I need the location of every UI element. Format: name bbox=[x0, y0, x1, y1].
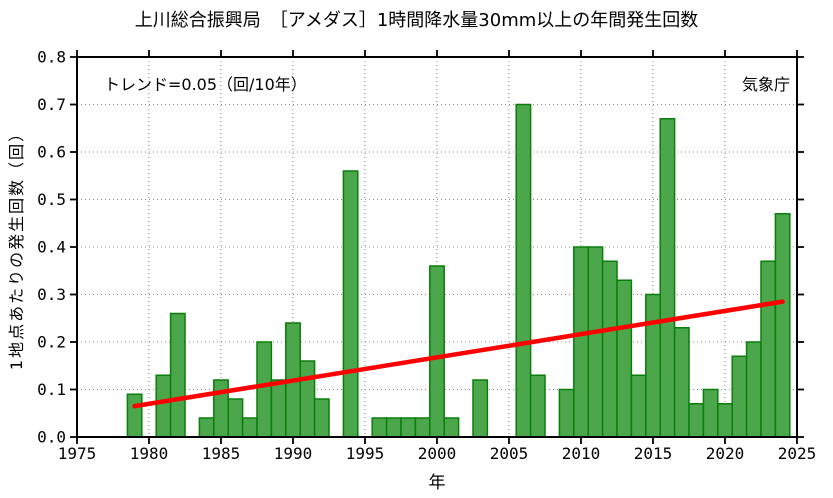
x-tick-label: 2010 bbox=[562, 444, 601, 463]
bar-2016 bbox=[659, 118, 676, 438]
x-tick-label: 2000 bbox=[418, 444, 457, 463]
bar-2007 bbox=[529, 374, 546, 438]
bar-2003 bbox=[472, 379, 489, 438]
bar-2013 bbox=[616, 279, 633, 438]
y-tick-label: 0.0 bbox=[37, 428, 66, 447]
bar-1985 bbox=[213, 379, 229, 438]
bar-1982 bbox=[169, 312, 186, 438]
bar-1997 bbox=[385, 417, 402, 438]
bar-1999 bbox=[414, 417, 431, 438]
y-tick-label: 0.5 bbox=[37, 190, 66, 209]
bar-2001 bbox=[443, 417, 460, 438]
trend-annotation: トレンド=0.05（回/10年） bbox=[104, 75, 307, 94]
bar-1991 bbox=[299, 360, 316, 438]
x-axis-title: 年 bbox=[428, 473, 446, 493]
bar-2012 bbox=[601, 260, 618, 438]
y-tick-label: 0.3 bbox=[37, 285, 66, 304]
bar-1998 bbox=[400, 417, 417, 438]
bar-1996 bbox=[371, 417, 388, 438]
y-tick-label: 0.8 bbox=[37, 48, 66, 67]
bar-1986 bbox=[227, 398, 244, 438]
x-tick-label: 2020 bbox=[706, 444, 745, 463]
trend-line bbox=[132, 299, 785, 409]
bar-2022 bbox=[745, 341, 762, 438]
bar-2020 bbox=[717, 403, 733, 438]
y-tick-label: 0.6 bbox=[37, 143, 66, 162]
x-tick-label: 2015 bbox=[634, 444, 673, 463]
bar-2014 bbox=[630, 374, 647, 438]
x-tick-label: 1985 bbox=[202, 444, 241, 463]
bar-2019 bbox=[702, 388, 719, 438]
y-tick-label: 0.4 bbox=[37, 238, 66, 257]
bar-1987 bbox=[241, 417, 258, 438]
bar-2021 bbox=[731, 355, 748, 438]
bar-1994 bbox=[342, 170, 359, 438]
y-tick-label: 0.1 bbox=[37, 380, 66, 399]
chart-title: 上川総合振興局 ［アメダス］1時間降水量30mm以上の年間発生回数 bbox=[134, 10, 699, 31]
x-tick-label: 1995 bbox=[346, 444, 385, 463]
bar-1981 bbox=[155, 374, 172, 438]
bar-2018 bbox=[688, 403, 705, 438]
bar-1992 bbox=[313, 398, 330, 438]
bar-2023 bbox=[760, 260, 777, 438]
x-tick-label: 2005 bbox=[490, 444, 529, 463]
bar-2009 bbox=[558, 388, 575, 438]
bar-1984 bbox=[198, 417, 215, 438]
x-tick-label: 1980 bbox=[130, 444, 169, 463]
bar-2010 bbox=[573, 246, 589, 438]
y-tick-label: 0.7 bbox=[37, 95, 66, 114]
x-tick-label: 1990 bbox=[274, 444, 313, 463]
y-axis-title: 1地点あたりの発生回数（回） bbox=[7, 123, 26, 371]
bar-2017 bbox=[673, 327, 690, 438]
x-tick-label: 1975 bbox=[58, 444, 97, 463]
bar-1989 bbox=[270, 379, 287, 438]
agency-label: 気象庁 bbox=[741, 75, 790, 94]
bar-2015 bbox=[645, 293, 661, 438]
y-tick-label: 0.2 bbox=[37, 333, 66, 352]
bar-2011 bbox=[587, 246, 604, 438]
bar-1979 bbox=[126, 393, 143, 438]
bar-2024 bbox=[774, 213, 791, 438]
bar-2006 bbox=[515, 103, 532, 438]
bar-2000 bbox=[429, 265, 445, 438]
x-tick-label: 2025 bbox=[778, 444, 817, 463]
bar-1988 bbox=[256, 341, 273, 438]
